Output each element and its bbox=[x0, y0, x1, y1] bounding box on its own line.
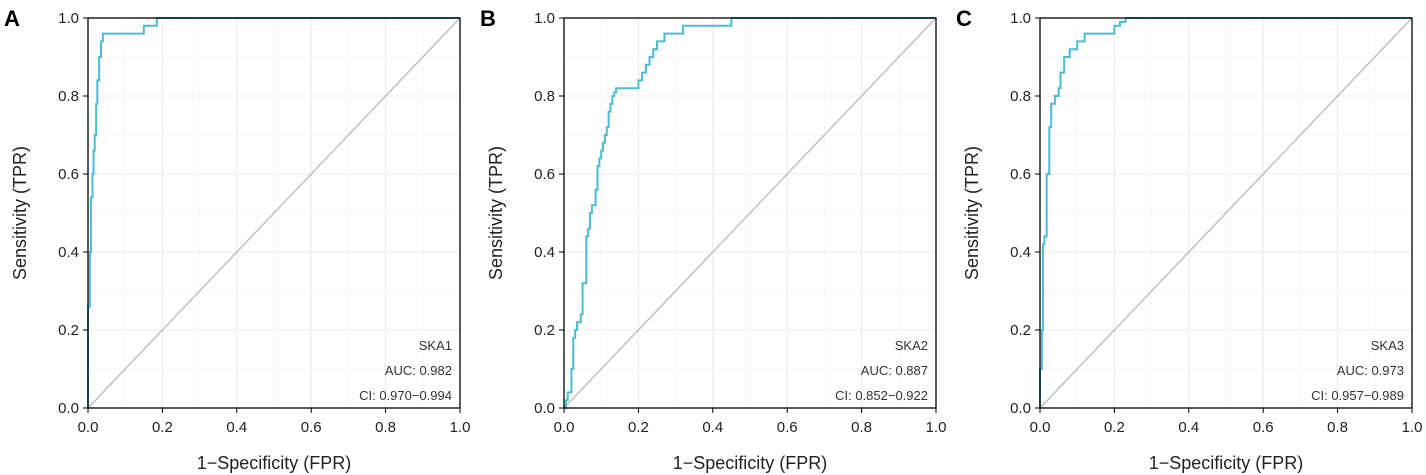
roc-curve-ska2 bbox=[564, 17, 936, 409]
x-tick-label: 0.0 bbox=[1030, 419, 1051, 436]
panel-label: B bbox=[480, 6, 496, 31]
x-axis-title: 1−Specificity (FPR) bbox=[197, 453, 352, 473]
annotation-auc: AUC: 0.973 bbox=[1337, 363, 1404, 378]
x-tick-label: 0.4 bbox=[702, 419, 723, 436]
y-tick-label: 0.8 bbox=[534, 88, 555, 105]
x-tick-label: 0.6 bbox=[301, 419, 322, 436]
plot-frame bbox=[563, 17, 937, 409]
y-tick-label: 0.6 bbox=[58, 166, 79, 183]
annotation-gene: SKA2 bbox=[895, 338, 928, 353]
x-tick-label: 0.4 bbox=[1178, 419, 1199, 436]
y-tick-label: 0.8 bbox=[58, 88, 79, 105]
plot-frame bbox=[1039, 17, 1413, 409]
y-tick-label: 0.0 bbox=[58, 400, 79, 417]
panel-label: A bbox=[4, 6, 20, 31]
y-tick-label: 0.8 bbox=[1010, 88, 1031, 105]
annotation-ci: CI: 0.970−0.994 bbox=[359, 388, 452, 403]
x-axis-title: 1−Specificity (FPR) bbox=[673, 453, 828, 473]
y-tick-label: 0.4 bbox=[534, 244, 555, 261]
y-axis-title: Sensitivity (TPR) bbox=[10, 146, 30, 280]
y-tick-label: 0.4 bbox=[58, 244, 79, 261]
x-tick-label: 1.0 bbox=[1402, 419, 1423, 436]
y-tick-label: 1.0 bbox=[58, 10, 79, 27]
x-tick-label: 0.8 bbox=[851, 419, 872, 436]
x-tick-label: 0.6 bbox=[1253, 419, 1274, 436]
x-tick-label: 0.8 bbox=[375, 419, 396, 436]
y-tick-label: 0.6 bbox=[534, 166, 555, 183]
roc-curve-ska1 bbox=[87, 17, 460, 408]
x-tick-label: 1.0 bbox=[926, 419, 947, 436]
roc-panel-b: 0.0 0.2 0.4 0.6 0.8 1.0 0.0 0.2 0.4 0.6 0.8 1.0 1−Sp… bbox=[480, 6, 946, 473]
panel-label: C bbox=[956, 6, 972, 31]
reference-diagonal-line bbox=[563, 17, 937, 409]
annotation-ci: CI: 0.852−0.922 bbox=[835, 388, 928, 403]
y-tick-label: 0.2 bbox=[534, 322, 555, 339]
x-tick-label: 0.8 bbox=[1327, 419, 1348, 436]
x-tick-label: 0.2 bbox=[628, 419, 649, 436]
x-tick-label: 0.2 bbox=[152, 419, 173, 436]
x-tick-label: 0.0 bbox=[78, 419, 99, 436]
annotation-gene: SKA1 bbox=[419, 338, 452, 353]
roc-curve-ska3 bbox=[1039, 17, 1412, 408]
annotation-ci: CI: 0.957−0.989 bbox=[1311, 388, 1404, 403]
y-axis-title: Sensitivity (TPR) bbox=[486, 146, 506, 280]
x-tick-label: 0.6 bbox=[777, 419, 798, 436]
annotation-gene: SKA3 bbox=[1371, 338, 1404, 353]
y-tick-label: 0.2 bbox=[58, 322, 79, 339]
y-tick-label: 0.4 bbox=[1010, 244, 1031, 261]
y-tick-label: 1.0 bbox=[534, 10, 555, 27]
x-tick-label: 0.4 bbox=[226, 419, 247, 436]
annotation-auc: AUC: 0.982 bbox=[385, 363, 452, 378]
y-tick-label: 1.0 bbox=[1010, 10, 1031, 27]
x-tick-label: 0.2 bbox=[1104, 419, 1125, 436]
y-tick-label: 0.0 bbox=[1010, 400, 1031, 417]
reference-diagonal-line bbox=[87, 17, 461, 409]
plot-frame bbox=[87, 17, 461, 409]
roc-panel-a: 0.0 0.2 0.4 0.6 0.8 1.0 0.0 0.2 0.4 0.6 0.8 1.0 1−Sp… bbox=[4, 6, 470, 473]
y-tick-label: 0.6 bbox=[1010, 166, 1031, 183]
y-axis-title: Sensitivity (TPR) bbox=[962, 146, 982, 280]
x-tick-label: 0.0 bbox=[554, 419, 575, 436]
x-tick-label: 1.0 bbox=[450, 419, 471, 436]
roc-panel-c: 0.0 0.2 0.4 0.6 0.8 1.0 0.0 0.2 0.4 0.6 0.8 1.0 1−Sp… bbox=[956, 6, 1422, 473]
reference-diagonal-line bbox=[1039, 17, 1413, 409]
y-tick-label: 0.0 bbox=[534, 400, 555, 417]
annotation-auc: AUC: 0.887 bbox=[861, 363, 928, 378]
x-axis-title: 1−Specificity (FPR) bbox=[1149, 453, 1304, 473]
y-tick-label: 0.2 bbox=[1010, 322, 1031, 339]
